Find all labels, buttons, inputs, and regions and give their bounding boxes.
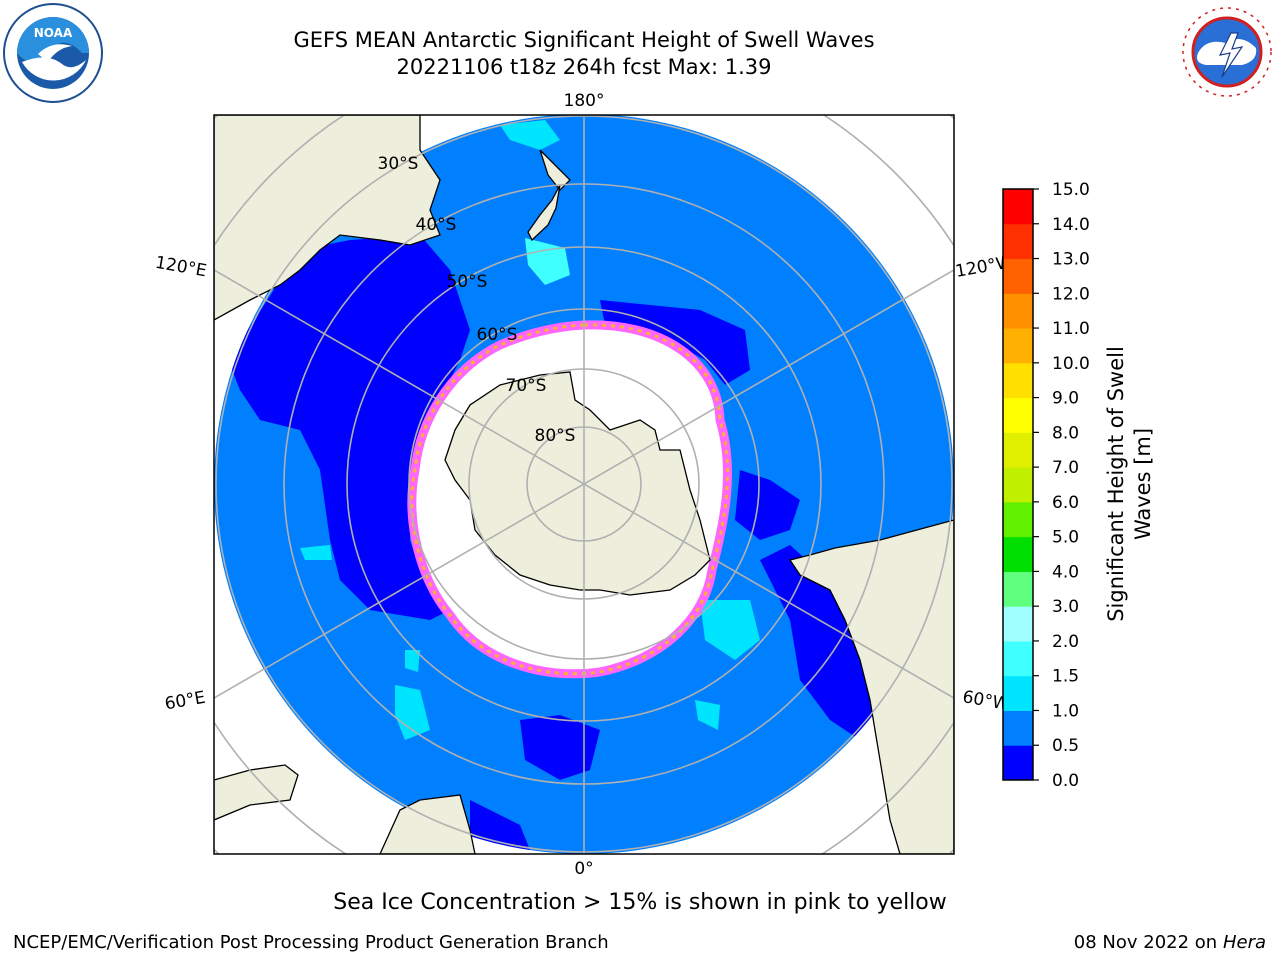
colorbar-tick-label: 11.0 <box>1052 319 1090 339</box>
colorbar-tick-label: 1.0 <box>1052 701 1079 721</box>
colorbar-tick-label: 13.0 <box>1052 250 1090 270</box>
colorbar-bin <box>1003 640 1033 677</box>
footer-machine: Hera <box>1222 932 1266 953</box>
colorbar-tick-label: 15.0 <box>1052 180 1090 200</box>
colorbar-tick-label: 14.0 <box>1052 215 1090 235</box>
colorbar-bin <box>1003 223 1033 260</box>
colorbar-bin <box>1003 536 1033 572</box>
noaa-logo: NOAA <box>3 3 103 103</box>
lat-label-80s: 80°S <box>535 426 576 446</box>
footer-credit: NCEP/EMC/Verification Post Processing Pr… <box>13 932 609 953</box>
colorbar-tick-label: 7.0 <box>1052 458 1079 478</box>
colorbar-bin <box>1003 293 1033 329</box>
colorbar-tick-label: 9.0 <box>1052 389 1079 409</box>
colorbar-bin <box>1003 745 1033 781</box>
colorbar-label-line2: Waves [m] <box>1131 428 1155 540</box>
nws-logo <box>1181 6 1273 98</box>
colorbar-bin <box>1003 675 1033 711</box>
colorbar-bin <box>1003 501 1033 538</box>
footer-date: 08 Nov 2022 on Hera <box>1074 932 1266 953</box>
colorbar-bin <box>1003 362 1033 399</box>
colorbar-bin <box>1003 467 1033 503</box>
lon-label-180: 180° <box>564 91 605 111</box>
lat-label-40s: 40°S <box>416 215 457 235</box>
colorbar-bin <box>1003 397 1033 433</box>
lat-label-50s: 50°S <box>447 272 488 292</box>
colorbar <box>1003 189 1033 781</box>
colorbar-tick-label: 3.0 <box>1052 597 1079 617</box>
graticule <box>214 115 954 854</box>
colorbar-tick-label: 5.0 <box>1052 528 1079 548</box>
colorbar-tick-label: 4.0 <box>1052 562 1079 582</box>
colorbar-tick-label: 0.0 <box>1052 771 1079 791</box>
colorbar-ticks: 15.0 14.0 13.0 12.0 11.0 10.0 9.0 8.0 7.0 6.0 5.0 4… <box>1033 180 1090 791</box>
footer-date-text: 08 Nov 2022 on <box>1073 932 1218 953</box>
svg-text:NOAA: NOAA <box>34 26 73 40</box>
colorbar-bin <box>1003 710 1033 746</box>
lat-label-70s: 70°S <box>506 376 547 396</box>
colorbar-bin <box>1003 328 1033 364</box>
lat-label-30s: 30°S <box>378 154 419 174</box>
map-panel <box>214 115 954 854</box>
lat-label-60s: 60°S <box>477 325 518 345</box>
colorbar-tick-label: 8.0 <box>1052 423 1079 443</box>
colorbar-label-line1: Significant Height of Swell <box>1104 346 1128 622</box>
land-masses <box>214 115 954 854</box>
lon-label-60e: 60°E <box>163 688 207 715</box>
map-frame <box>213 114 955 855</box>
colorbar-tick-label: 1.5 <box>1052 667 1079 687</box>
colorbar-tick-label: 0.5 <box>1052 736 1079 756</box>
page-title: GEFS MEAN Antarctic Significant Height o… <box>293 28 875 52</box>
colorbar-tick-label: 6.0 <box>1052 493 1079 513</box>
lon-label-120e: 120°E <box>154 253 208 282</box>
sea-ice-caption: Sea Ice Concentration > 15% is shown in … <box>333 890 947 915</box>
colorbar-bin <box>1003 432 1033 468</box>
colorbar-tick-label: 12.0 <box>1052 284 1090 304</box>
colorbar-tick-label: 10.0 <box>1052 354 1090 374</box>
colorbar-bin <box>1003 606 1033 642</box>
colorbar-frame <box>1002 188 1034 781</box>
colorbar-bin <box>1003 189 1033 225</box>
page-subtitle: 20221106 t18z 264h fcst Max: 1.39 <box>396 55 772 79</box>
colorbar-bin <box>1003 258 1033 294</box>
colorbar-bin <box>1003 571 1033 607</box>
colorbar-tick-label: 2.0 <box>1052 632 1079 652</box>
lon-label-0: 0° <box>574 859 593 879</box>
